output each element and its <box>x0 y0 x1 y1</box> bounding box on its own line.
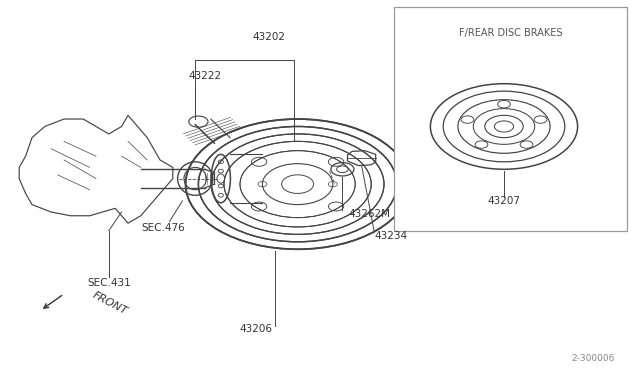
Bar <box>394 7 627 231</box>
Text: F/REAR DISC BRAKES: F/REAR DISC BRAKES <box>459 29 562 38</box>
Text: 43207: 43207 <box>488 196 520 206</box>
Text: SEC.476: SEC.476 <box>141 223 185 232</box>
Text: SEC.431: SEC.431 <box>87 279 131 288</box>
Text: 2-300006: 2-300006 <box>571 355 614 363</box>
Text: 43234: 43234 <box>374 231 408 241</box>
Text: 43202: 43202 <box>252 32 285 42</box>
Text: FRONT: FRONT <box>90 289 129 316</box>
Text: 43262M: 43262M <box>349 209 391 219</box>
Text: 43206: 43206 <box>239 324 273 334</box>
Text: 43222: 43222 <box>189 71 222 81</box>
